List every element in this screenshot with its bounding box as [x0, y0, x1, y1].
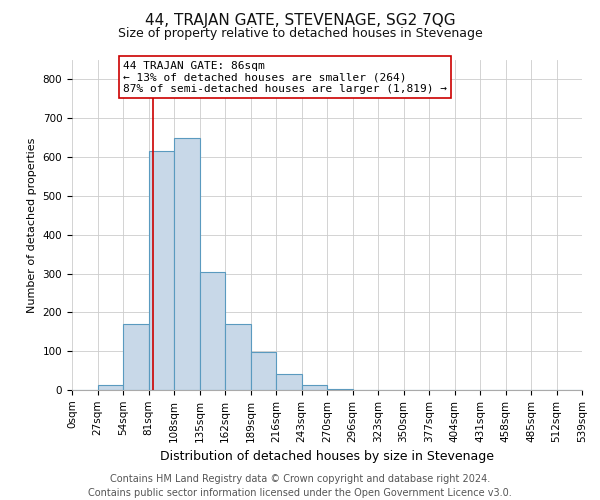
Bar: [225, 324, 251, 390]
Y-axis label: Number of detached properties: Number of detached properties: [27, 138, 37, 312]
Bar: [123, 324, 149, 390]
Text: 44 TRAJAN GATE: 86sqm
← 13% of detached houses are smaller (264)
87% of semi-det: 44 TRAJAN GATE: 86sqm ← 13% of detached …: [123, 61, 447, 94]
Text: Contains HM Land Registry data © Crown copyright and database right 2024.
Contai: Contains HM Land Registry data © Crown c…: [88, 474, 512, 498]
X-axis label: Distribution of detached houses by size in Stevenage: Distribution of detached houses by size …: [160, 450, 494, 463]
Text: 44, TRAJAN GATE, STEVENAGE, SG2 7QG: 44, TRAJAN GATE, STEVENAGE, SG2 7QG: [145, 12, 455, 28]
Bar: [149, 151, 174, 390]
Text: Size of property relative to detached houses in Stevenage: Size of property relative to detached ho…: [118, 28, 482, 40]
Bar: [327, 389, 353, 390]
Bar: [199, 272, 225, 390]
Bar: [97, 386, 123, 390]
Bar: [276, 374, 302, 390]
Bar: [251, 352, 276, 390]
Bar: [302, 384, 327, 390]
Bar: [174, 138, 199, 390]
